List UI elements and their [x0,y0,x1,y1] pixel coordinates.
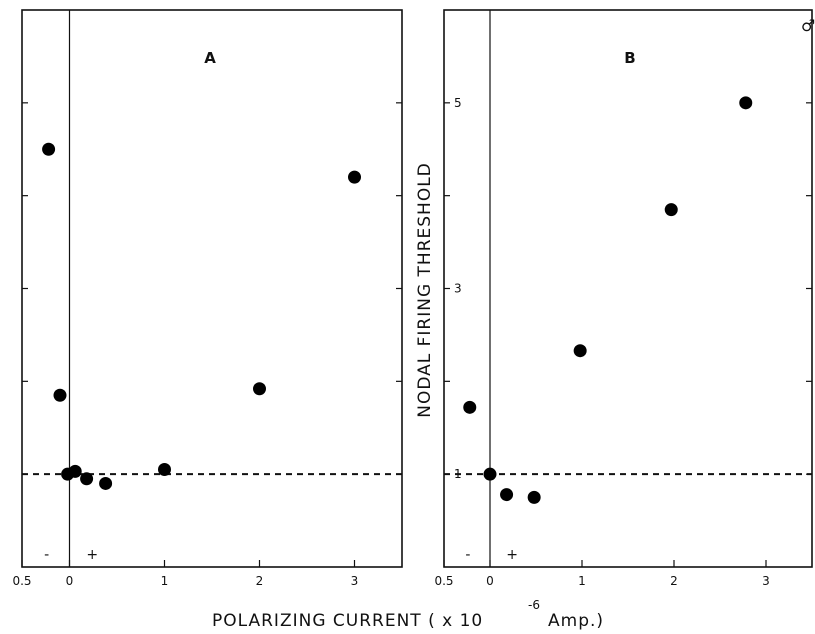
y-tick-label: 5 [454,96,462,110]
panel-frame [443,9,813,568]
corner-mark: ♂ [801,16,815,35]
data-point [80,472,94,486]
data-point [739,96,753,110]
data-point [68,464,82,478]
x-tick-label: 0.5 [12,574,31,588]
x-axis-title-main: POLARIZING CURRENT ( x 10 [212,611,483,631]
panel-b: 0.5 0 1 2 3 1 3 5 B - + [434,9,813,588]
negative-sign-label: - [465,547,470,563]
x-tick-label: 2 [670,574,678,588]
data-point [42,142,56,156]
x-axis-title-unit: Amp.) [548,611,604,631]
x-tick-label: 0 [66,574,74,588]
positive-sign-label: + [86,547,98,563]
data-point [664,203,678,217]
data-point [500,488,514,502]
panel-a: 0.5 0 1 2 3 A - + [12,9,403,588]
panel-label: B [624,49,635,67]
data-point [483,467,497,481]
x-tick-label: 0 [486,574,494,588]
data-point [348,170,361,184]
x-tick-label: 3 [351,574,359,588]
panel-frame [21,9,403,568]
data-point [53,388,67,402]
data-point [158,463,171,477]
x-tick-label: 1 [578,574,586,588]
x-tick-label: 3 [762,574,770,588]
x-axis-title: POLARIZING CURRENT ( x 10 -6 Amp.) [212,598,604,631]
x-tick-label: 2 [256,574,264,588]
data-point [527,490,541,504]
x-axis-title-exponent: -6 [528,598,540,612]
y-tick-label: 3 [454,282,462,296]
x-tick-label: 0.5 [434,574,453,588]
y-tick-label: 1 [454,467,462,481]
positive-sign-label: + [506,547,518,563]
data-point [253,382,266,396]
panel-label: A [204,49,216,67]
data-point [99,476,113,490]
y-axis-title: NODAL FIRING THRESHOLD [415,162,435,418]
x-tick-label: 1 [161,574,169,588]
data-point [463,400,477,414]
data-point [573,344,587,358]
negative-sign-label: - [44,547,49,563]
